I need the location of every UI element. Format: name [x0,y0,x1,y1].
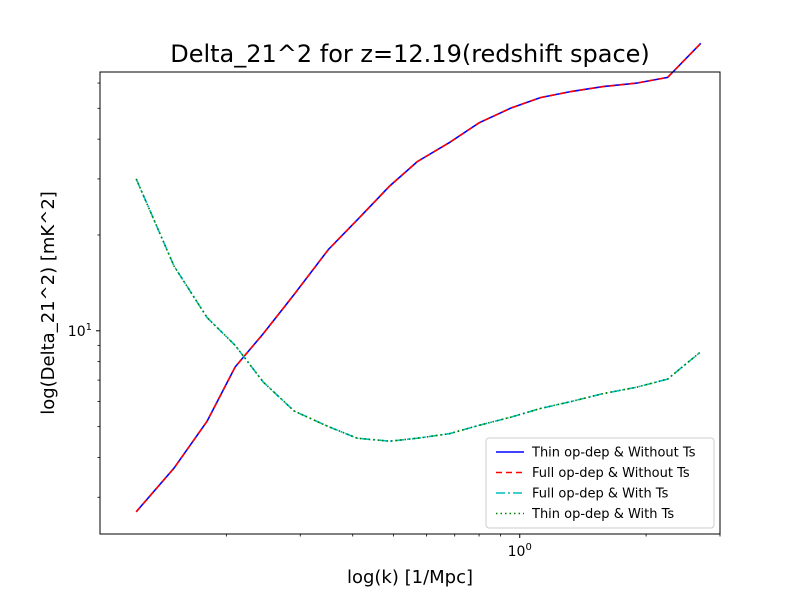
x-axis-label: log(k) [1/Mpc] [347,567,473,588]
legend-label-3: Full op-dep & With Ts [532,487,669,502]
legend-box [485,437,715,529]
y-tick-label: 101 [68,322,92,340]
y-axis-label: log(Delta_21^2) [mK^2] [38,191,59,415]
legend: Thin op-dep & Without Ts Full op-dep & Wi… [485,437,715,529]
plot-area [135,42,702,513]
series-line-3 [135,178,702,443]
plot-frame [99,71,721,535]
legend-label-2: Full op-dep & Without Ts [532,466,690,481]
x-tick-label: 100 [508,542,532,560]
legend-label-4: Thin op-dep & With Ts [531,507,674,522]
chart-title: Delta_21^2 for z=12.19(redshift space) [170,40,650,68]
series-line-4 [135,178,702,443]
legend-label-1: Thin op-dep & Without Ts [531,446,696,461]
axis-ticks: 100 101 [68,82,721,560]
series-line-2 [135,42,702,513]
